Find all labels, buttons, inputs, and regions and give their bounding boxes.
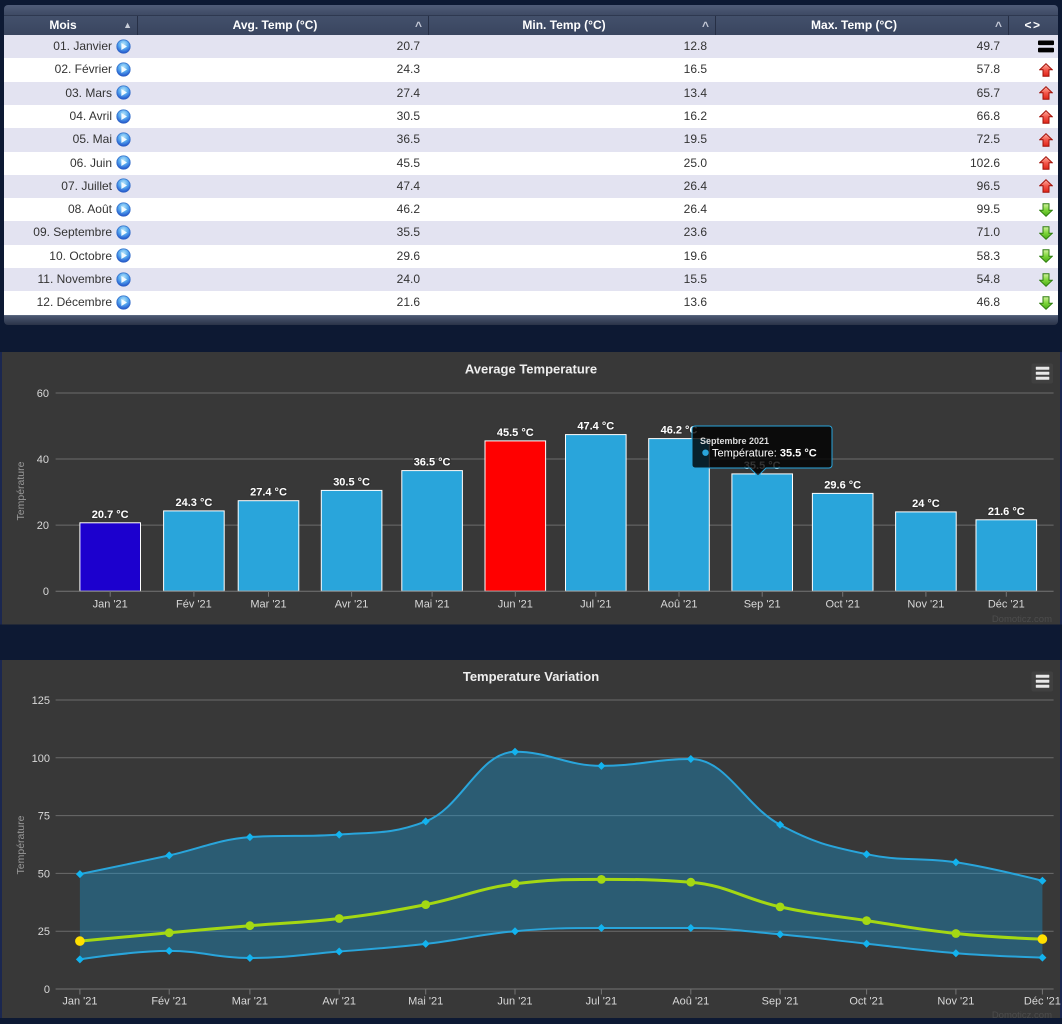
svg-text:Jul '21: Jul '21 [586,996,617,1008]
svg-text:29.6 °C: 29.6 °C [824,479,861,491]
svg-text:60: 60 [37,388,49,400]
svg-text:Septembre 2021: Septembre 2021 [700,436,769,446]
svg-text:20: 20 [37,520,49,532]
svg-text:24 °C: 24 °C [912,498,940,510]
svg-text:Average Temperature: Average Temperature [465,362,597,377]
svg-text:30.5 °C: 30.5 °C [333,476,370,488]
svg-text:Oct '21: Oct '21 [825,599,860,611]
svg-text:Jan '21: Jan '21 [62,996,97,1008]
svg-text:Mar '21: Mar '21 [232,996,268,1008]
svg-text:Jul '21: Jul '21 [580,599,611,611]
svg-text:40: 40 [37,454,49,466]
svg-text:25: 25 [38,926,50,938]
svg-text:24.3 °C: 24.3 °C [175,497,212,509]
svg-text:46.2 °C: 46.2 °C [661,425,698,437]
svg-text:Jan '21: Jan '21 [93,599,128,611]
svg-text:Temperature Variation: Temperature Variation [463,669,599,684]
svg-text:Jun '21: Jun '21 [497,996,532,1008]
svg-text:Déc '21: Déc '21 [1024,996,1061,1008]
svg-text:Avr '21: Avr '21 [322,996,356,1008]
svg-text:Fév '21: Fév '21 [151,996,187,1008]
svg-text:47.4 °C: 47.4 °C [577,421,614,433]
svg-text:Température: Température [15,461,27,520]
svg-text:36.5 °C: 36.5 °C [414,457,451,469]
svg-text:Mar '21: Mar '21 [250,599,286,611]
svg-text:Nov '21: Nov '21 [907,599,944,611]
svg-text:50: 50 [38,868,50,880]
svg-text:Sep '21: Sep '21 [744,599,781,611]
svg-text:75: 75 [38,811,50,823]
svg-text:Température: 35.5 °C: Température: 35.5 °C [712,448,817,460]
svg-text:Sep '21: Sep '21 [762,996,799,1008]
svg-text:0: 0 [43,586,49,598]
svg-text:Avr '21: Avr '21 [335,599,369,611]
svg-text:Mai '21: Mai '21 [408,996,443,1008]
svg-text:Mai '21: Mai '21 [415,599,450,611]
svg-text:27.4 °C: 27.4 °C [250,487,287,499]
svg-text:Jun '21: Jun '21 [498,599,533,611]
svg-text:Déc '21: Déc '21 [988,599,1025,611]
svg-text:Domoticz.com: Domoticz.com [992,1010,1052,1021]
svg-text:Domoticz.com: Domoticz.com [992,614,1052,625]
svg-text:21.6 °C: 21.6 °C [988,506,1025,518]
svg-text:20.7 °C: 20.7 °C [92,509,129,521]
svg-text:Température: Température [15,815,27,874]
svg-text:125: 125 [32,695,50,707]
svg-text:Aoû '21: Aoû '21 [661,599,698,611]
svg-text:45.5 °C: 45.5 °C [497,427,534,439]
svg-text:Fév '21: Fév '21 [176,599,212,611]
svg-text:100: 100 [32,753,50,765]
svg-text:Nov '21: Nov '21 [937,996,974,1008]
svg-text:Aoû '21: Aoû '21 [672,996,709,1008]
svg-text:Oct '21: Oct '21 [849,996,884,1008]
svg-text:0: 0 [44,984,50,996]
